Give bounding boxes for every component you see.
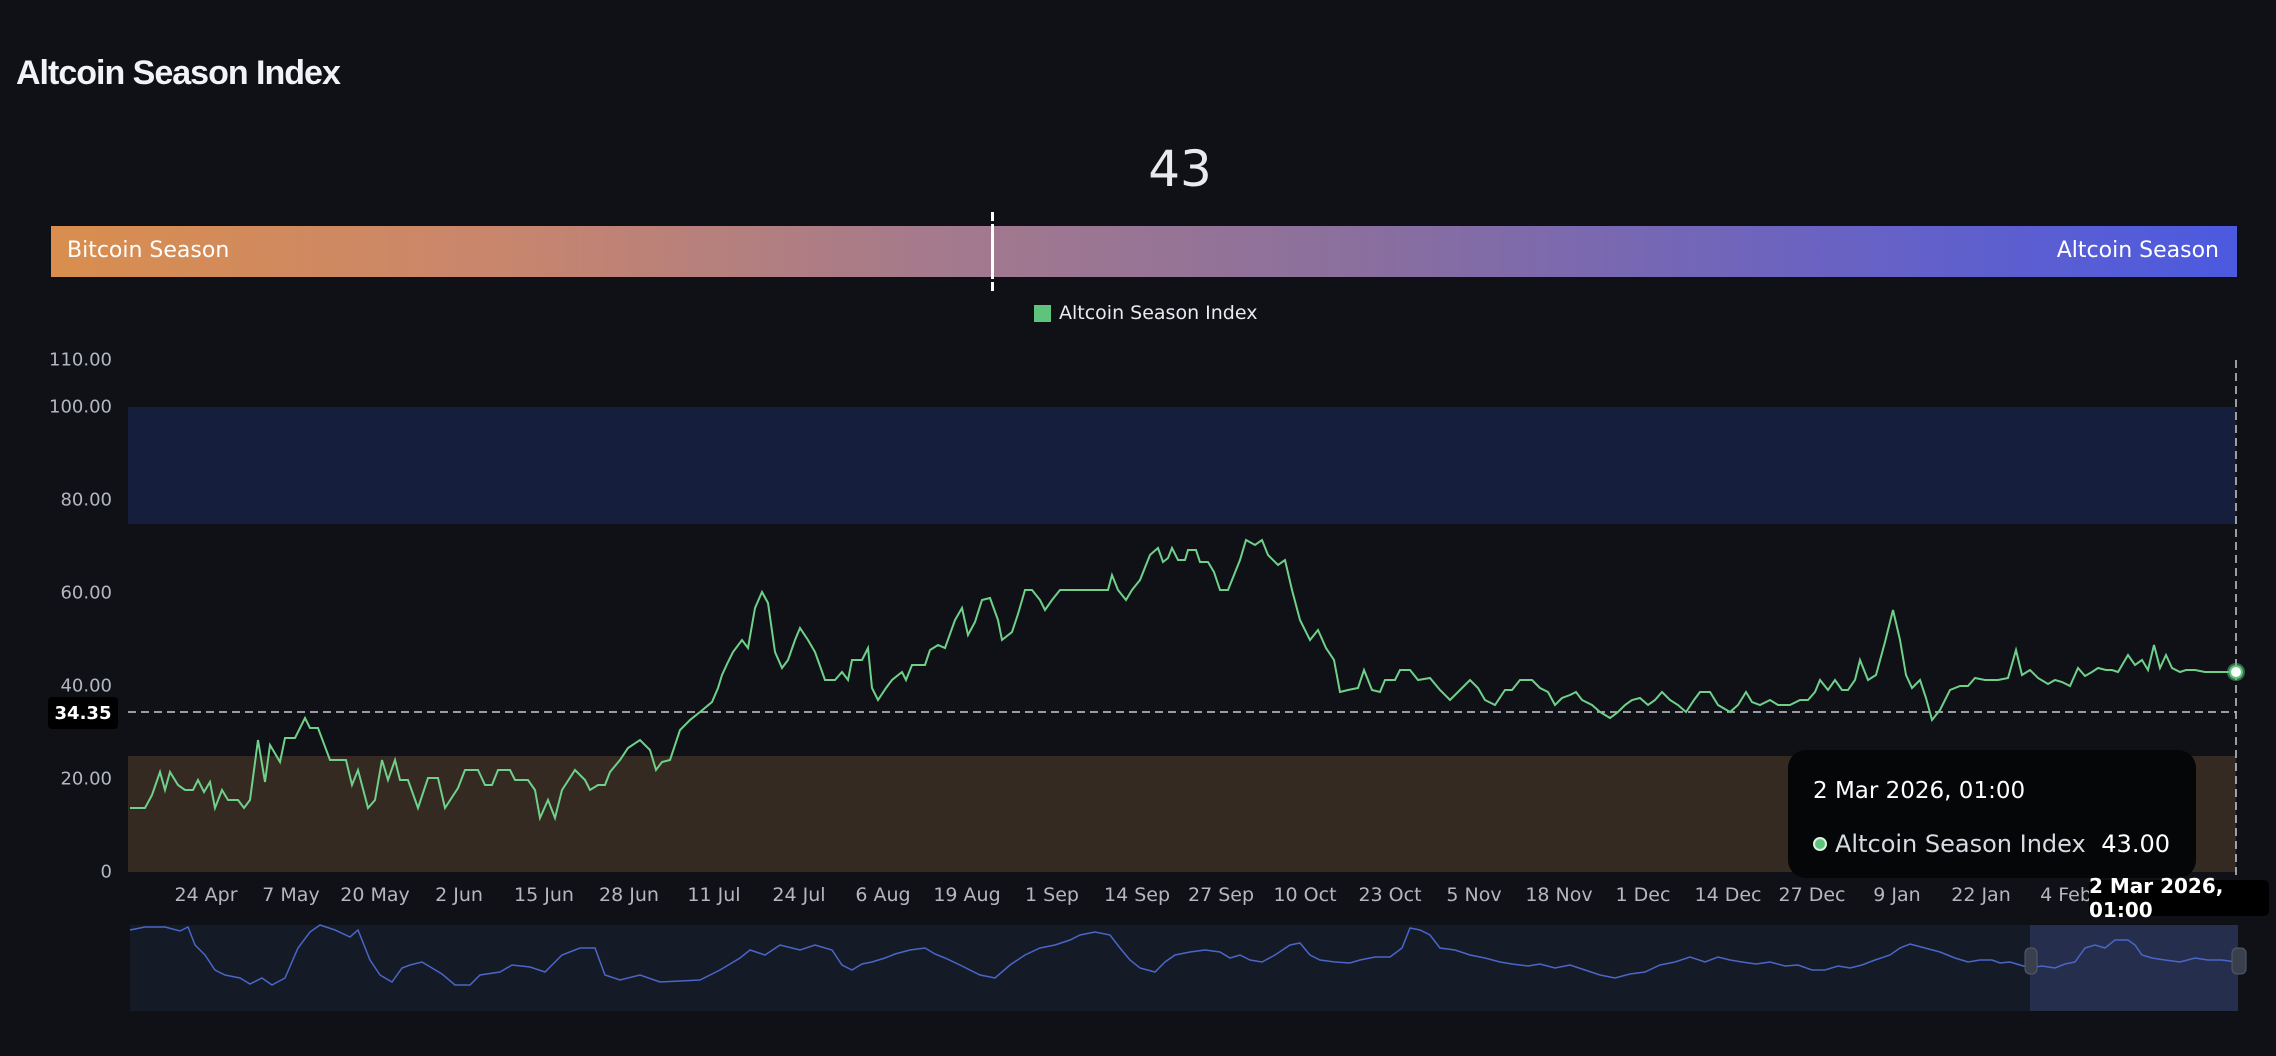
page-title: Altcoin Season Index: [16, 54, 341, 92]
x-tick: 7 May: [262, 884, 320, 906]
x-tick: 24 Jul: [772, 884, 826, 906]
y-tick-20: 20.00: [60, 768, 112, 790]
x-tick: 1 Dec: [1615, 884, 1671, 906]
tooltip-date: 2 Mar 2026, 01:00: [1813, 778, 2026, 804]
x-tick: 18 Nov: [1525, 884, 1593, 906]
season-gauge-bar: Bitcoin Season Altcoin Season: [51, 226, 2237, 277]
gauge-position-marker: [991, 212, 994, 291]
series-dot-icon: [1813, 837, 1827, 851]
x-tick: 10 Oct: [1273, 884, 1337, 906]
legend-swatch-icon: [1034, 304, 1051, 322]
navigator-right-handle[interactable]: [2231, 947, 2247, 975]
x-tick: 14 Sep: [1103, 884, 1171, 906]
x-tick: 2 Jun: [435, 884, 483, 906]
navigator-series-line: [129, 924, 2237, 986]
chart-legend-item[interactable]: Altcoin Season Index: [1034, 302, 1257, 324]
tooltip-value: 43.00: [2101, 830, 2170, 858]
x-tick: 28 Jun: [599, 884, 659, 906]
current-index-value: 43: [1148, 140, 1212, 198]
x-tick: 11 Jul: [687, 884, 741, 906]
x-tick: 6 Aug: [855, 884, 911, 906]
last-point-marker[interactable]: [2229, 665, 2243, 679]
y-tick-110: 110.00: [49, 349, 112, 371]
series-line: [130, 538, 2236, 822]
y-tick-80: 80.00: [60, 489, 112, 511]
tooltip-series-label: Altcoin Season Index: [1835, 830, 2086, 858]
altcoin-season-label: Altcoin Season: [2056, 238, 2219, 263]
x-tick: 9 Jan: [1873, 884, 1921, 906]
y-tick-60: 60.00: [60, 582, 112, 604]
navigator-selection[interactable]: [2030, 925, 2238, 1011]
y-tick-40: 40.00: [60, 675, 112, 697]
x-tick: 15 Jun: [514, 884, 574, 906]
gauge-marker-gap: [991, 279, 994, 282]
x-tick: 24 Apr: [174, 884, 238, 906]
crosshair-date-label: 2 Mar 2026, 01:00: [2089, 874, 2269, 922]
legend-label: Altcoin Season Index: [1059, 302, 1258, 324]
gauge-marker-gap: [991, 221, 994, 224]
x-tick: 22 Jan: [1951, 884, 2011, 906]
navigator-left-handle[interactable]: [2024, 947, 2038, 975]
hover-tooltip: 2 Mar 2026, 01:00 Altcoin Season Index 4…: [1788, 750, 2196, 878]
bitcoin-season-label: Bitcoin Season: [67, 238, 230, 263]
x-tick: 23 Oct: [1358, 884, 1422, 906]
x-tick: 27 Dec: [1778, 884, 1846, 906]
x-tick: 4 Feb: [2040, 884, 2092, 906]
x-tick: 14 Dec: [1694, 884, 1762, 906]
y-tick-0: 0: [100, 861, 112, 883]
tooltip-series-row: Altcoin Season Index: [1813, 830, 2086, 858]
altcoin-zone-band: [128, 407, 2236, 524]
x-tick: 20 May: [340, 884, 410, 906]
x-tick: 19 Aug: [933, 884, 1001, 906]
navigator-area[interactable]: [130, 925, 2238, 1011]
x-tick: 1 Sep: [1025, 884, 1079, 906]
y-tick-100: 100.00: [49, 396, 112, 418]
x-tick: 27 Sep: [1187, 884, 1255, 906]
x-tick: 5 Nov: [1446, 884, 1502, 906]
reference-value-badge: 34.35: [48, 697, 118, 729]
